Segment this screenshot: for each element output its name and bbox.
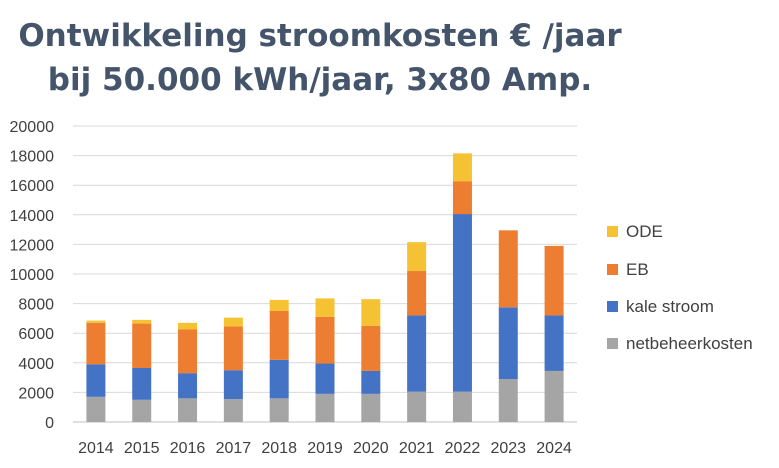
bar-segment bbox=[315, 393, 335, 422]
bar-segment bbox=[315, 363, 335, 394]
legend-swatch bbox=[607, 301, 618, 312]
bar-segment bbox=[269, 359, 289, 399]
bar-segment bbox=[544, 315, 564, 371]
x-tick-label: 2015 bbox=[124, 440, 160, 457]
x-tick-label: 2016 bbox=[170, 440, 206, 457]
bar-segment bbox=[407, 242, 427, 272]
y-tick-label: 4000 bbox=[18, 356, 54, 373]
y-tick-label: 0 bbox=[45, 415, 54, 432]
bar-segment bbox=[178, 398, 198, 422]
legend-swatch bbox=[607, 226, 618, 237]
y-tick-label: 18000 bbox=[10, 149, 55, 166]
bar-segment bbox=[452, 214, 472, 392]
bar-segment bbox=[86, 396, 106, 422]
x-tick-label: 2019 bbox=[307, 440, 343, 457]
bar-segment bbox=[498, 230, 518, 308]
bar-segment bbox=[223, 370, 243, 400]
bar-segment bbox=[223, 326, 243, 371]
bar-segment bbox=[361, 325, 381, 371]
x-tick-label: 2023 bbox=[490, 440, 526, 457]
x-tick-label: 2017 bbox=[216, 440, 252, 457]
y-tick-label: 14000 bbox=[10, 208, 55, 225]
legend-swatch bbox=[607, 264, 618, 275]
bar-segment bbox=[269, 311, 289, 360]
bar-segment bbox=[452, 153, 472, 182]
y-tick-label: 20000 bbox=[10, 119, 55, 136]
bar-segment bbox=[178, 322, 198, 330]
legend-label: netbeheerkosten bbox=[626, 334, 753, 353]
bar-segment bbox=[544, 245, 564, 316]
legend-label: ODE bbox=[626, 222, 663, 241]
bars bbox=[86, 153, 564, 422]
bar-segment bbox=[178, 373, 198, 399]
chart-subtitle: bij 50.000 kWh/jaar, 3x80 Amp. bbox=[47, 62, 593, 98]
x-tick-label: 2021 bbox=[399, 440, 435, 457]
bar-segment bbox=[269, 299, 289, 311]
x-tick-label: 2024 bbox=[536, 440, 572, 457]
bar-segment bbox=[452, 181, 472, 215]
bar-segment bbox=[407, 315, 427, 392]
bar-segment bbox=[269, 398, 289, 422]
legend-label: kale stroom bbox=[626, 297, 714, 316]
bar-segment bbox=[86, 322, 106, 365]
y-tick-label: 8000 bbox=[18, 297, 54, 314]
bar-segment bbox=[132, 319, 152, 324]
bar-segment bbox=[498, 379, 518, 422]
bar-segment bbox=[498, 307, 518, 380]
legend-swatch bbox=[607, 338, 618, 349]
bar-segment bbox=[132, 323, 152, 368]
bar-segment bbox=[315, 298, 335, 317]
bar-segment bbox=[407, 391, 427, 422]
bar-segment bbox=[361, 393, 381, 422]
x-tick-label: 2022 bbox=[445, 440, 481, 457]
bar-segment bbox=[315, 316, 335, 364]
x-tick-label: 2014 bbox=[78, 440, 114, 457]
axes: 0 2000 4000 6000 8000 10000 12000 14000 16000 180… bbox=[10, 119, 572, 457]
bar-segment bbox=[178, 329, 198, 374]
legend: ODE EB kale stroom netbeheerkosten bbox=[607, 222, 753, 353]
gridlines bbox=[73, 125, 577, 423]
bar-segment bbox=[223, 399, 243, 422]
bar-segment bbox=[452, 391, 472, 422]
bar-segment bbox=[544, 370, 564, 422]
x-tick-label: 2020 bbox=[353, 440, 389, 457]
y-tick-label: 6000 bbox=[18, 326, 54, 343]
bar-segment bbox=[132, 367, 152, 400]
bar-segment bbox=[361, 299, 381, 326]
bar-segment bbox=[407, 271, 427, 316]
bar-segment bbox=[86, 320, 106, 323]
legend-label: EB bbox=[626, 260, 649, 279]
bar-segment bbox=[86, 364, 106, 397]
y-tick-label: 12000 bbox=[10, 237, 55, 254]
x-tick-label: 2018 bbox=[261, 440, 297, 457]
bar-segment bbox=[132, 399, 152, 422]
chart-title: Ontwikkeling stroomkosten € /jaar bbox=[18, 18, 622, 54]
y-tick-label: 16000 bbox=[10, 178, 55, 195]
y-tick-label: 10000 bbox=[10, 267, 55, 284]
y-tick-label: 2000 bbox=[18, 385, 54, 402]
bar-segment bbox=[361, 370, 381, 394]
bar-segment bbox=[223, 317, 243, 327]
